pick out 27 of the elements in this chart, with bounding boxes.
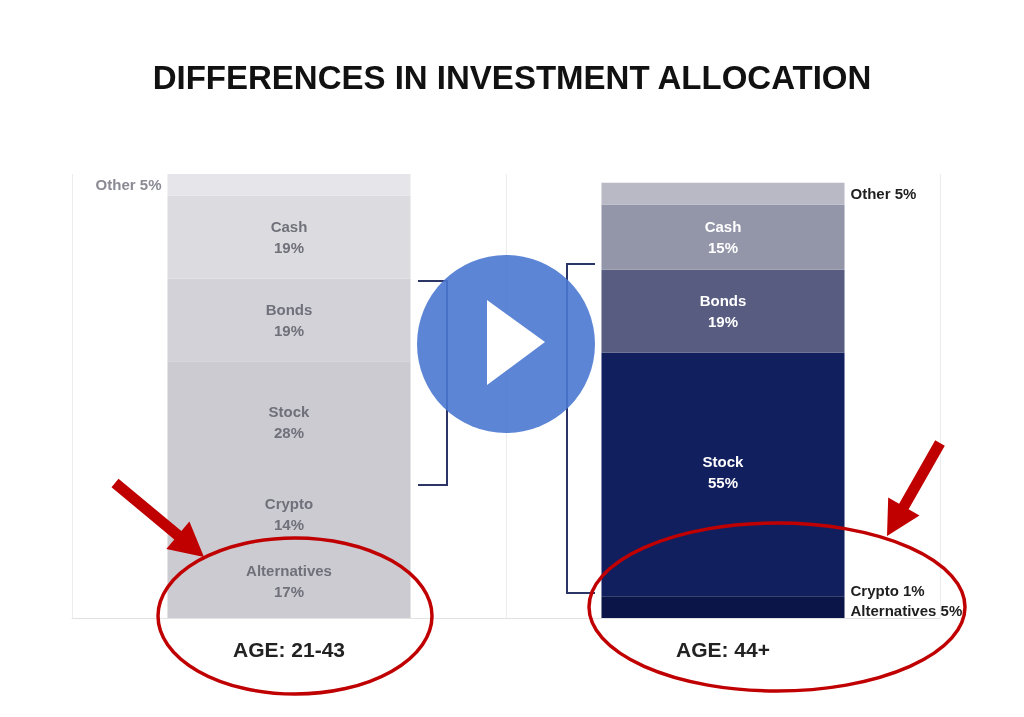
text: Cash: [270, 218, 308, 236]
series-label: Stock: [268, 403, 311, 421]
data-label: 19%: [273, 239, 305, 257]
text: Alternatives 5%: [850, 602, 963, 620]
bar: [601, 596, 845, 618]
bar: [601, 269, 845, 353]
x-tick-label: AGE: 21-43: [232, 638, 346, 661]
bar: [601, 182, 845, 205]
data-label: 55%: [707, 474, 739, 492]
text: Stock: [702, 453, 744, 471]
data-label: 19%: [707, 313, 739, 331]
data-label: 15%: [707, 239, 739, 257]
data-label: 17%: [273, 583, 305, 600]
text: Other 5%: [95, 176, 162, 194]
chart-title: DIFFERENCES IN INVESTMENT ALLOCATION: [152, 59, 872, 96]
data-label: 19%: [273, 321, 305, 339]
series-label: Cash: [704, 218, 742, 236]
series-label: Alternatives: [246, 562, 332, 579]
data-label: 28%: [273, 424, 305, 442]
bar: [601, 204, 845, 270]
text: Crypto 1%: [850, 582, 925, 600]
series-label: Bonds: [265, 300, 313, 318]
text: Bonds: [699, 292, 747, 310]
text: Other 5%: [850, 185, 917, 203]
data-label: 14%: [273, 515, 305, 533]
series-label: Crypto: [264, 494, 314, 512]
x-tick-label: AGE: 44+: [676, 638, 770, 661]
